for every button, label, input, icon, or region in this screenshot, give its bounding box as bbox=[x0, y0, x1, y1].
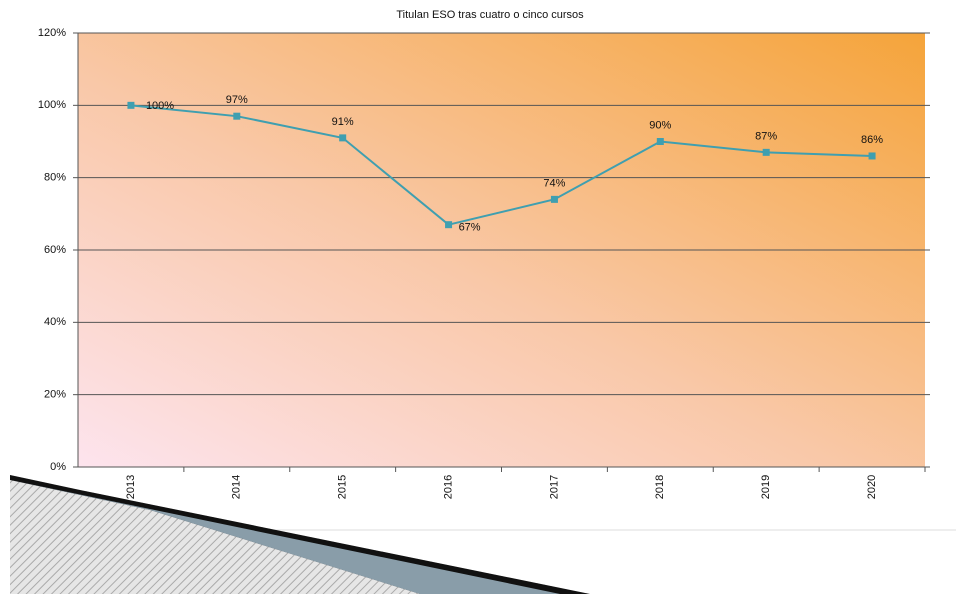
x-tick-label: 2017 bbox=[548, 475, 560, 499]
y-tick-label: 20% bbox=[44, 389, 66, 401]
marker bbox=[656, 138, 664, 145]
marker bbox=[233, 112, 241, 120]
data-label: 87% bbox=[755, 130, 777, 142]
marker bbox=[550, 195, 558, 203]
data-label: 67% bbox=[459, 222, 481, 234]
x-tick-label: 2015 bbox=[337, 475, 349, 499]
data-label: 100% bbox=[146, 100, 174, 112]
x-tick-label: 2013 bbox=[125, 475, 137, 499]
marker bbox=[127, 101, 135, 109]
x-tick-label: 2014 bbox=[231, 475, 243, 499]
decoration bbox=[10, 475, 590, 594]
marker bbox=[445, 221, 453, 229]
marker bbox=[868, 152, 876, 160]
data-label: 74% bbox=[543, 177, 565, 189]
data-label: 90% bbox=[649, 119, 671, 131]
marker bbox=[762, 148, 770, 156]
decoration-light bbox=[10, 480, 560, 594]
y-tick-label: 120% bbox=[38, 27, 66, 39]
x-tick-label: 2016 bbox=[442, 475, 454, 499]
data-label: 86% bbox=[861, 134, 883, 146]
y-tick-label: 0% bbox=[50, 461, 66, 473]
y-tick-label: 60% bbox=[44, 244, 66, 256]
y-tick-label: 80% bbox=[44, 172, 66, 184]
data-label: 97% bbox=[226, 94, 248, 106]
y-tick-label: 100% bbox=[38, 99, 66, 111]
marker bbox=[339, 134, 347, 142]
chart-title: Titulan ESO tras cuatro o cinco cursos bbox=[396, 9, 584, 21]
y-tick-label: 40% bbox=[44, 316, 66, 328]
data-label: 91% bbox=[332, 116, 354, 128]
x-tick-label: 2018 bbox=[654, 475, 666, 499]
line bbox=[130, 104, 873, 226]
x-tick-label: 2020 bbox=[866, 475, 878, 499]
x-tick-label: 2019 bbox=[760, 475, 772, 499]
